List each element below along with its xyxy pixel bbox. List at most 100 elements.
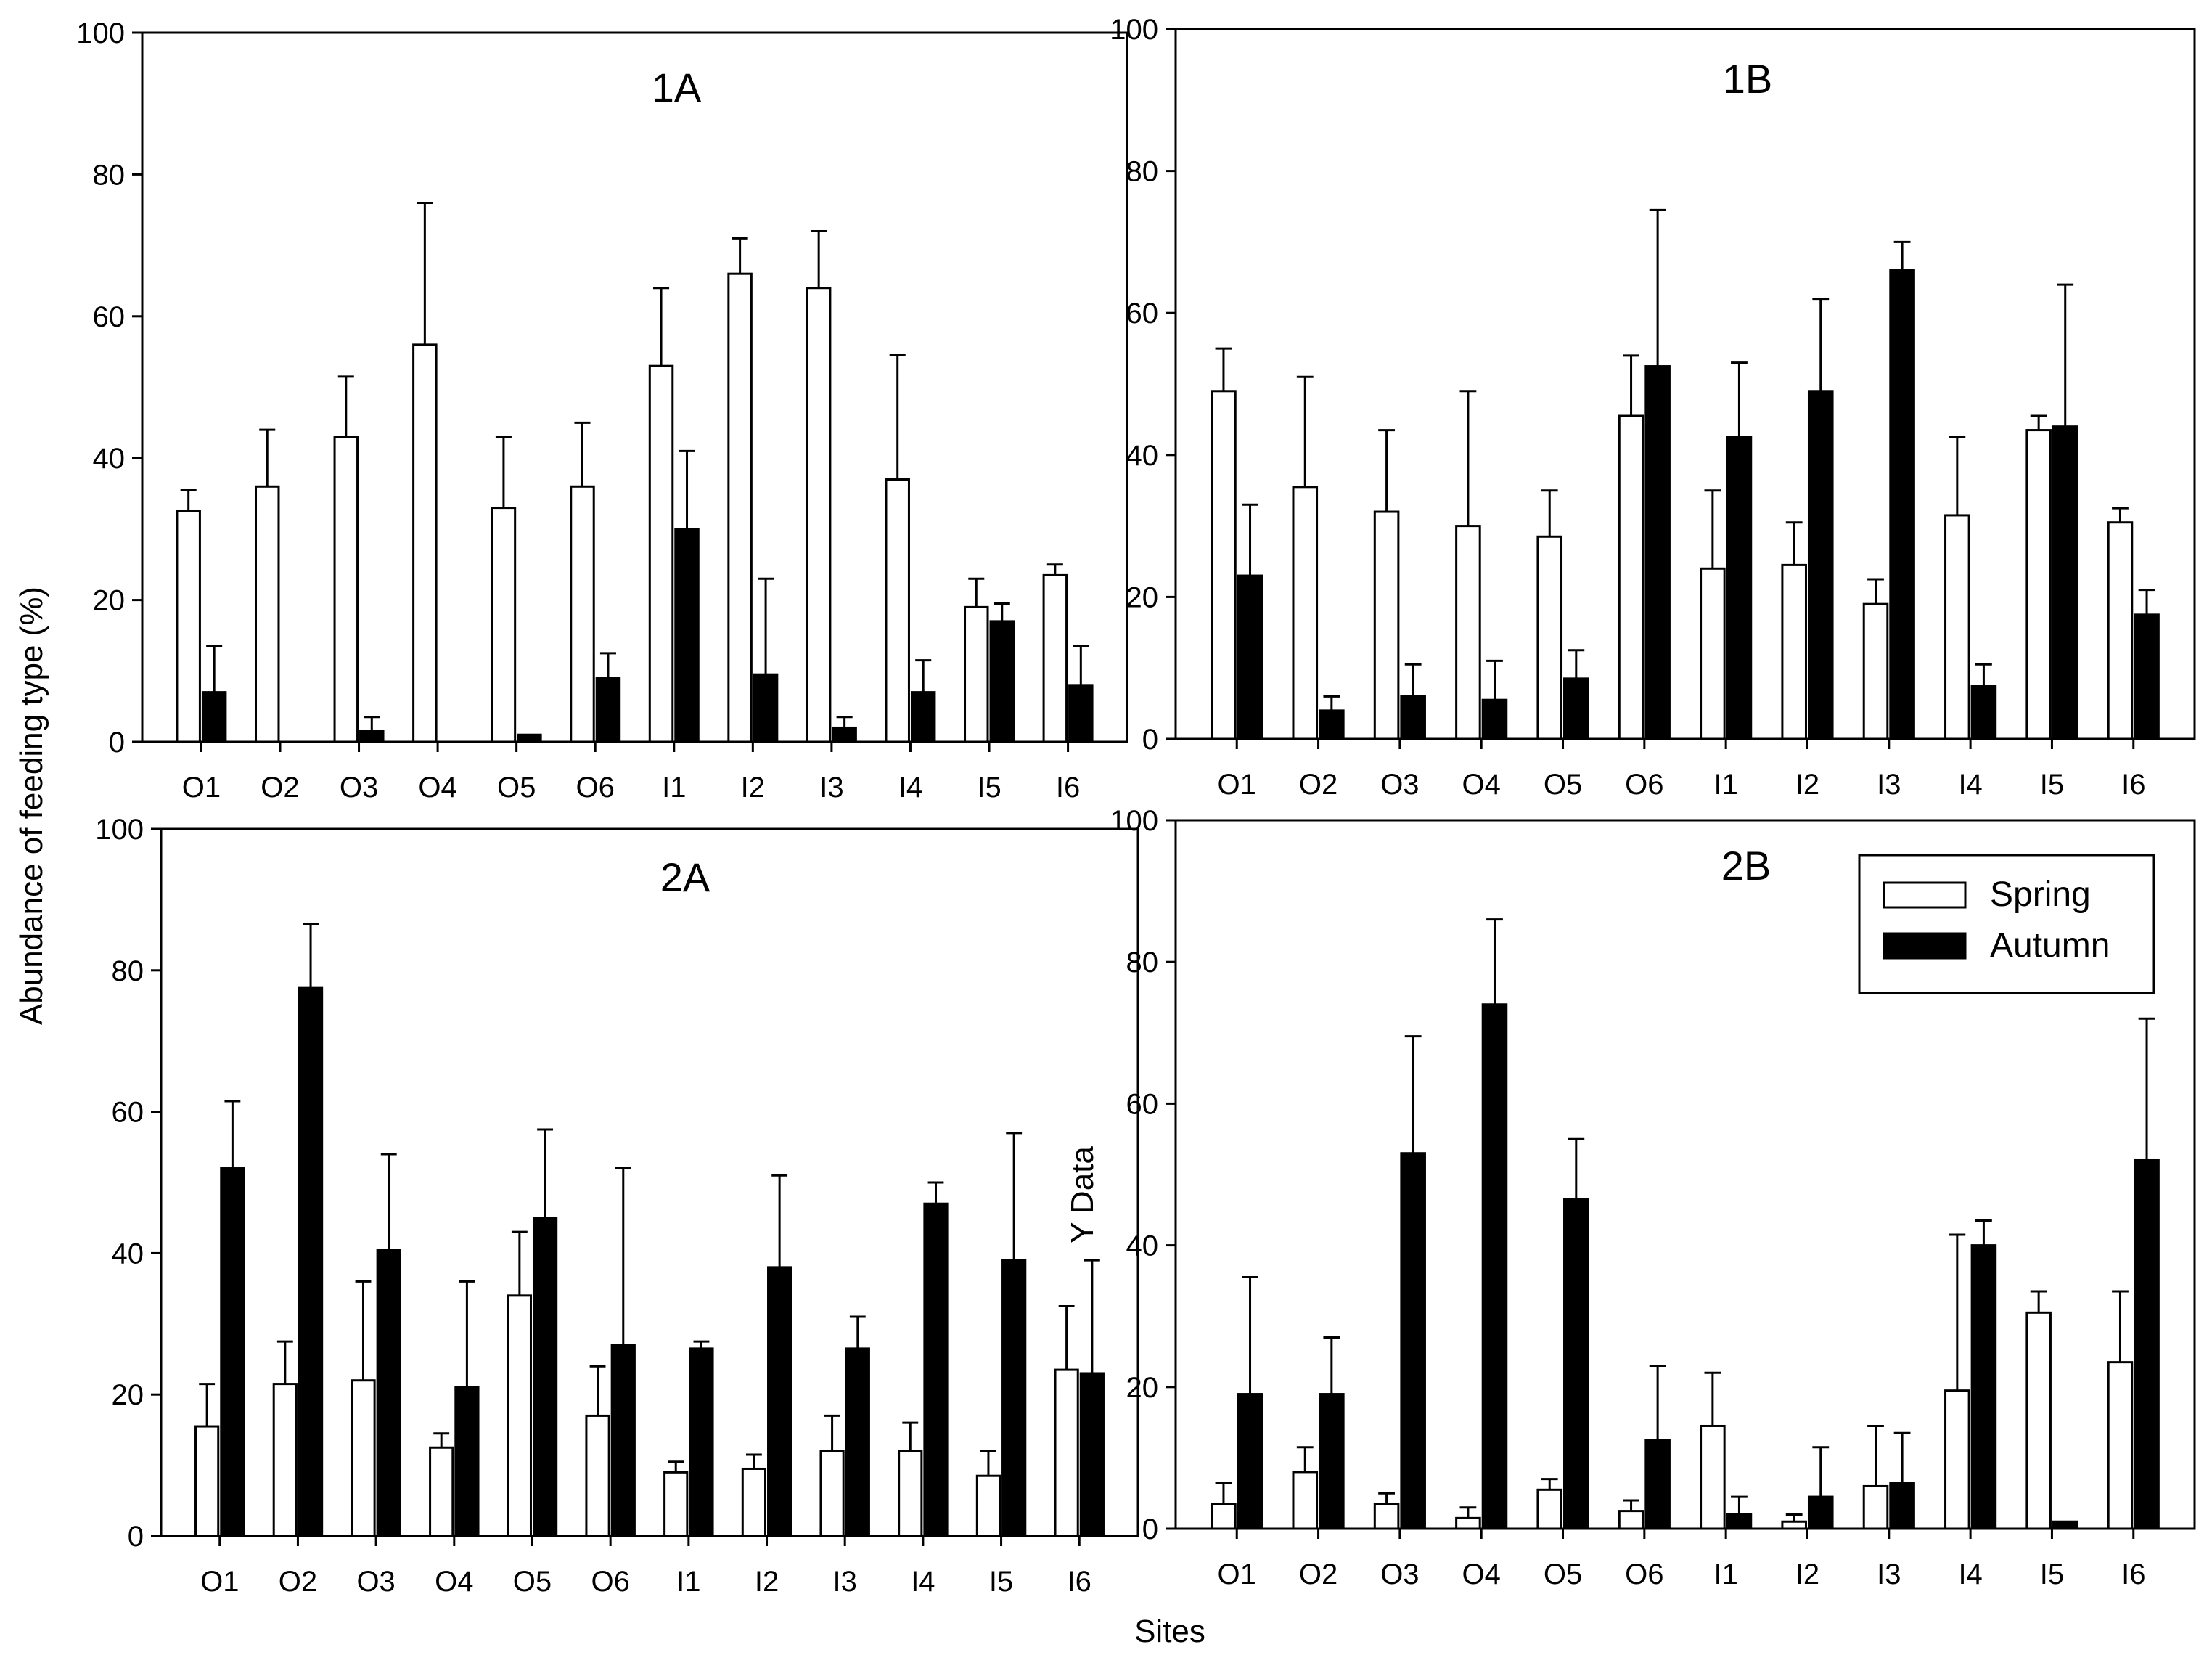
autumn-bar-o3 [376, 1249, 401, 1537]
x-tick-label: O4 [1462, 769, 1501, 801]
spring-bar-o1 [194, 1425, 220, 1537]
autumn-bar-o5 [517, 733, 542, 743]
spring-bar-i4 [1944, 514, 1970, 740]
spring-bar-o4 [429, 1446, 454, 1537]
autumn-bar-o3 [1400, 1152, 1426, 1530]
spring-bar-i1 [648, 364, 674, 743]
x-tick-label: I4 [898, 772, 922, 804]
autumn-bar-i4 [1970, 1244, 1997, 1530]
spring-bar-o5 [507, 1294, 532, 1537]
panel-2B: 0 20 40 60 80 100 2B O1 O2 O3 O4 O5 O6 I1 I2 I3 I4 I5 I6 Y … [1065, 805, 2196, 1590]
y-tick-label: 0 [109, 727, 125, 759]
autumn-bar-o6 [1644, 1439, 1671, 1530]
y-tick-label: 60 [1126, 1088, 1159, 1120]
autumn-bar-i5 [2052, 1520, 2078, 1530]
y-tick-label: 0 [128, 1521, 144, 1553]
panel-1A: 0 20 40 60 80 100 1A O1 O2 O3 O4 O5 O6 I1 I2 I3 I4 I5 I6 [76, 17, 1128, 804]
autumn-bar-i5 [989, 620, 1015, 743]
autumn-bar-i5 [2052, 425, 2078, 740]
y-tick-label: 60 [1126, 298, 1159, 330]
y-tick-label: 20 [112, 1379, 144, 1411]
x-tick-label: I4 [1958, 769, 1982, 801]
autumn-bar-o1 [201, 691, 227, 743]
legend: Spring Autumn [1858, 854, 2155, 994]
spring-bar-i3 [819, 1450, 845, 1537]
x-tick-label: I6 [2121, 769, 2145, 801]
y-tick-label: 60 [93, 301, 126, 333]
x-tick-label: O5 [513, 1566, 552, 1598]
plot-frame [1174, 28, 2196, 740]
autumn-legend-label: Autumn [1990, 926, 2110, 965]
x-tick-label: O2 [1299, 769, 1338, 801]
spring-bar-i3 [1862, 602, 1889, 740]
y-tick-label: 100 [76, 17, 125, 49]
spring-bar-o5 [1536, 1488, 1563, 1530]
x-tick-label: O5 [1544, 1558, 1582, 1590]
spring-bar-o6 [1618, 414, 1644, 740]
spring-legend-label: Spring [1990, 875, 2091, 914]
autumn-bar-o2 [1319, 1393, 1345, 1530]
spring-bar-i2 [1781, 563, 1807, 740]
panel-title: 2B [1721, 843, 1771, 888]
autumn-bar-o2 [298, 986, 324, 1537]
autumn-bar-o4 [1481, 1003, 1508, 1530]
x-tick-label: O1 [1218, 769, 1256, 801]
x-tick-label: O6 [591, 1566, 629, 1598]
x-tick-label: O6 [1625, 769, 1663, 801]
spring-bar-o1 [1211, 1503, 1237, 1530]
spring-legend-swatch [1883, 881, 1967, 909]
x-tick-label: I3 [1877, 769, 1901, 801]
autumn-bar-i3 [1889, 1482, 1915, 1530]
spring-bar-o1 [1211, 390, 1237, 740]
spring-bar-i6 [2107, 521, 2134, 740]
spring-bar-o4 [1455, 1516, 1481, 1530]
spring-bar-i2 [1781, 1520, 1807, 1530]
x-tick-label: I4 [1958, 1558, 1982, 1590]
x-tick-label: I6 [1056, 772, 1080, 804]
spring-bar-i6 [1054, 1368, 1079, 1537]
panel-title: 2A [660, 854, 710, 900]
autumn-bar-i2 [1807, 1495, 1834, 1530]
spring-bar-o3 [1373, 1503, 1400, 1530]
x-tick-label: O1 [182, 772, 221, 804]
panel-title: 1B [1723, 56, 1773, 102]
x-tick-label: I5 [989, 1566, 1013, 1598]
y-tick-label: 80 [1126, 156, 1159, 188]
x-tick-label: I5 [977, 772, 1001, 804]
x-tick-label: I2 [1795, 769, 1819, 801]
x-tick-label: I5 [2040, 1558, 2064, 1590]
x-tick-label: O3 [356, 1566, 395, 1598]
x-tick-label: I1 [676, 1566, 700, 1598]
autumn-bar-o2 [1319, 709, 1345, 740]
spring-bar-o3 [333, 436, 359, 743]
autumn-bar-i2 [767, 1266, 792, 1537]
spring-bar-o4 [412, 343, 438, 743]
x-tick-label: I5 [2040, 769, 2064, 801]
spring-bar-o1 [176, 510, 201, 743]
x-tick-label: O3 [1380, 1558, 1419, 1590]
y-axis-title: Abundance of feeding type (%) [14, 587, 49, 1025]
spring-bar-i4 [1944, 1389, 1970, 1530]
plot-frame [141, 31, 1128, 743]
autumn-legend-swatch [1883, 932, 1967, 960]
x-tick-label: O4 [418, 772, 456, 804]
autumn-bar-i2 [753, 673, 779, 743]
y-tick-label: 60 [112, 1097, 144, 1129]
y-tick-label: 100 [1110, 805, 1158, 837]
y-tick-label: 80 [93, 159, 126, 191]
x-tick-label: I1 [1713, 1558, 1737, 1590]
x-tick-label: O2 [279, 1566, 317, 1598]
x-tick-label: O5 [497, 772, 536, 804]
autumn-bar-i4 [1970, 685, 1997, 740]
x-tick-label: I3 [833, 1566, 857, 1598]
spring-bar-o5 [1536, 535, 1563, 740]
x-tick-label: I2 [755, 1566, 779, 1598]
x-tick-label: I1 [662, 772, 686, 804]
x-tick-label: O2 [1299, 1558, 1338, 1590]
x-tick-label: O5 [1544, 769, 1582, 801]
spring-bar-i3 [806, 287, 832, 743]
spring-bar-o6 [1618, 1510, 1644, 1530]
spring-bar-i1 [1700, 567, 1726, 740]
panel-2A: 0 20 40 60 80 100 2A O1 O2 O3 O4 O5 O6 I1 I2 I3 I4 I5 I6 [95, 814, 1139, 1598]
x-tick-label: I1 [1713, 769, 1737, 801]
